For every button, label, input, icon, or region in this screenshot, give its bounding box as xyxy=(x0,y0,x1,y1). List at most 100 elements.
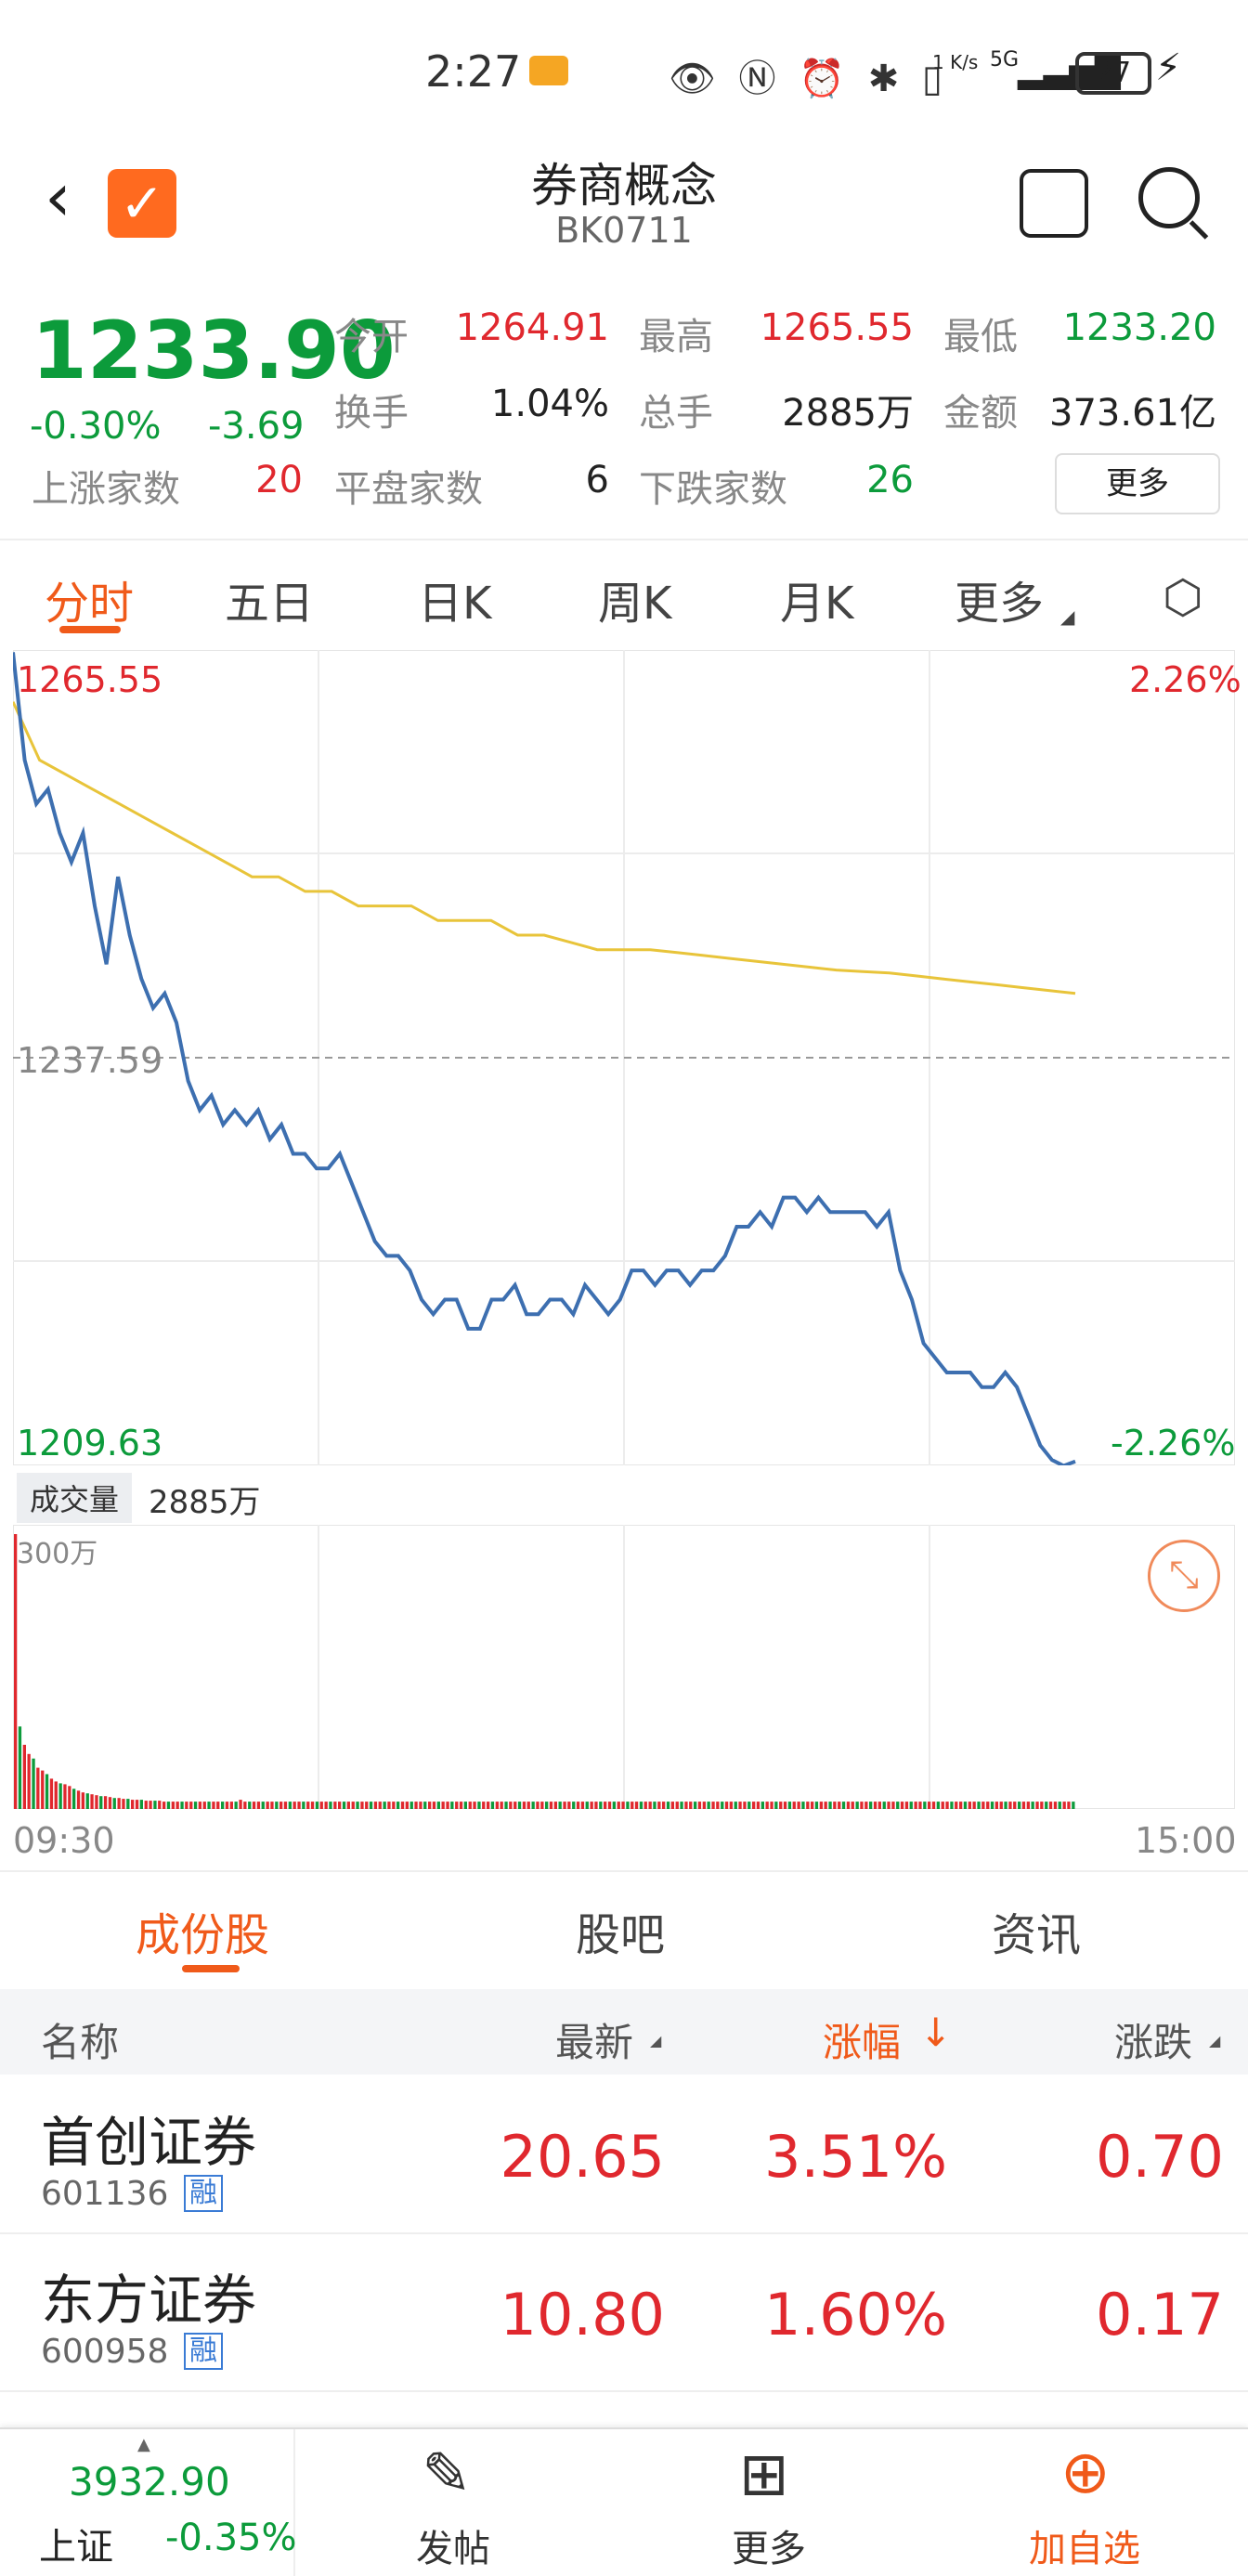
volume-bar xyxy=(563,1802,566,1809)
flat-label: 平盘家数 xyxy=(334,468,483,511)
back-button[interactable]: ‹ xyxy=(45,158,72,236)
volume-bar xyxy=(968,1802,971,1809)
volume-bar xyxy=(721,1802,724,1809)
volume-bar xyxy=(27,1753,31,1809)
expand-up-icon: ▲ xyxy=(137,2435,150,2454)
volume-bar xyxy=(198,1802,202,1809)
stock-code: 601136 xyxy=(41,2175,169,2213)
tab-more[interactable]: 更多 xyxy=(955,578,1045,630)
tab-forum[interactable]: 股吧 xyxy=(576,1909,666,1961)
stock-pct: 1.60% xyxy=(764,2281,947,2348)
volume-bar xyxy=(621,1802,625,1809)
volume-bar xyxy=(428,1802,432,1809)
volume-bar xyxy=(329,1802,332,1809)
volume-bar xyxy=(392,1802,396,1809)
volume-bar xyxy=(774,1802,778,1809)
post-button[interactable]: ✎ 发帖 xyxy=(381,2429,529,2576)
volume-bar xyxy=(378,1802,382,1809)
volume-bar xyxy=(234,1802,238,1809)
down-value: 26 xyxy=(866,459,914,501)
volume-bar xyxy=(324,1802,328,1809)
col-pct[interactable]: 涨幅 xyxy=(823,2020,902,2065)
volume-bar xyxy=(1053,1802,1058,1809)
volume-bar xyxy=(1008,1802,1012,1809)
volume-bar xyxy=(310,1802,315,1809)
volume-bar xyxy=(189,1802,193,1809)
volume-bar xyxy=(540,1802,544,1809)
col-chg[interactable]: 涨跌 xyxy=(1114,2020,1193,2065)
volume-bar xyxy=(748,1802,751,1809)
volume-bar xyxy=(41,1770,45,1809)
volume-bar xyxy=(229,1802,233,1809)
volume-bar xyxy=(860,1802,864,1809)
settings-icon[interactable]: ⬡ xyxy=(1163,570,1203,624)
app-logo-icon: ✓ xyxy=(108,169,176,238)
share-icon[interactable] xyxy=(1020,169,1088,238)
volume-bar xyxy=(414,1802,418,1809)
index-ticker[interactable]: ▲ 3932.90 上证 -0.35% xyxy=(0,2429,297,2576)
tab-five-day[interactable]: 五日 xyxy=(225,578,315,630)
volume-bar xyxy=(463,1802,467,1809)
volume-bar xyxy=(580,1802,585,1809)
col-name[interactable]: 名称 xyxy=(41,2020,120,2065)
add-label: 加自选 xyxy=(1029,2528,1140,2570)
volume-bar xyxy=(1026,1802,1030,1809)
signal-label: 5G xyxy=(990,48,1020,72)
page-title: 券商概念 xyxy=(531,159,717,213)
tab-weekly-k[interactable]: 周K xyxy=(598,578,672,630)
volume-bar xyxy=(963,1802,968,1809)
volume-bar xyxy=(405,1802,409,1809)
expand-icon[interactable]: ⤡ xyxy=(1148,1540,1220,1612)
volume-bar xyxy=(526,1802,530,1809)
volume-bar xyxy=(522,1802,526,1809)
volume-bar xyxy=(283,1802,288,1809)
volume-bar xyxy=(36,1767,40,1809)
volume-bar xyxy=(517,1802,522,1809)
change-percent: -0.30% xyxy=(30,405,162,448)
intraday-chart[interactable] xyxy=(13,650,1235,1465)
tab-intraday[interactable]: 分时 xyxy=(45,578,135,630)
up-count-label: 上涨家数 xyxy=(32,468,180,511)
more-label: 更多 xyxy=(732,2528,806,2570)
col-latest[interactable]: 最新 xyxy=(555,2020,634,2065)
volume-bar xyxy=(131,1800,135,1809)
add-watchlist-button[interactable]: ⊕ 加自选 xyxy=(1012,2429,1179,2576)
volume-bar xyxy=(752,1802,756,1809)
table-row[interactable]: 首创证券 601136 融 20.65 3.51% 0.70 xyxy=(0,2075,1248,2234)
tab-constituents[interactable]: 成份股 xyxy=(136,1909,270,1961)
volume-bar xyxy=(878,1802,881,1809)
volume-bar xyxy=(72,1789,76,1809)
volume-bar xyxy=(756,1802,760,1809)
stock-latest: 20.65 xyxy=(500,2123,666,2191)
tab-monthly-k[interactable]: 月K xyxy=(780,578,854,630)
volume-bar xyxy=(423,1802,427,1809)
search-icon[interactable] xyxy=(1138,167,1200,228)
volume-bar xyxy=(275,1802,279,1809)
sort-desc-icon: ↓ xyxy=(919,2010,953,2055)
volume-bar xyxy=(760,1802,764,1809)
volume-bar xyxy=(365,1802,369,1809)
volume-bar xyxy=(607,1802,612,1809)
volume-bar xyxy=(833,1802,837,1809)
tab-news[interactable]: 资讯 xyxy=(992,1909,1082,1961)
volume-scale: 300万 xyxy=(17,1538,98,1570)
tab-daily-k[interactable]: 日K xyxy=(418,578,492,630)
volume-bar xyxy=(896,1802,900,1809)
volume-tab[interactable]: 成交量 xyxy=(17,1473,133,1523)
volume-bar xyxy=(1013,1802,1017,1809)
volume-bar xyxy=(292,1802,296,1809)
volume-bar xyxy=(85,1793,89,1809)
subtab-underline xyxy=(182,1965,240,1972)
more-quote-button[interactable]: 更多 xyxy=(1055,453,1220,514)
volume-bar xyxy=(126,1799,130,1809)
sort-icon: ◢ xyxy=(1209,2032,1221,2049)
volume-bar xyxy=(707,1802,710,1809)
chart-y-top: 1265.55 xyxy=(17,659,163,700)
volume-bar xyxy=(945,1802,949,1809)
more-button[interactable]: ⊞ 更多 xyxy=(696,2429,845,2576)
high-value: 1265.55 xyxy=(760,306,914,349)
volume-bar xyxy=(54,1781,58,1809)
table-row[interactable]: 东方证券 600958 融 10.80 1.60% 0.17 xyxy=(0,2232,1248,2392)
charging-icon: ⚡ xyxy=(1155,46,1182,89)
volume-bar xyxy=(792,1802,796,1809)
